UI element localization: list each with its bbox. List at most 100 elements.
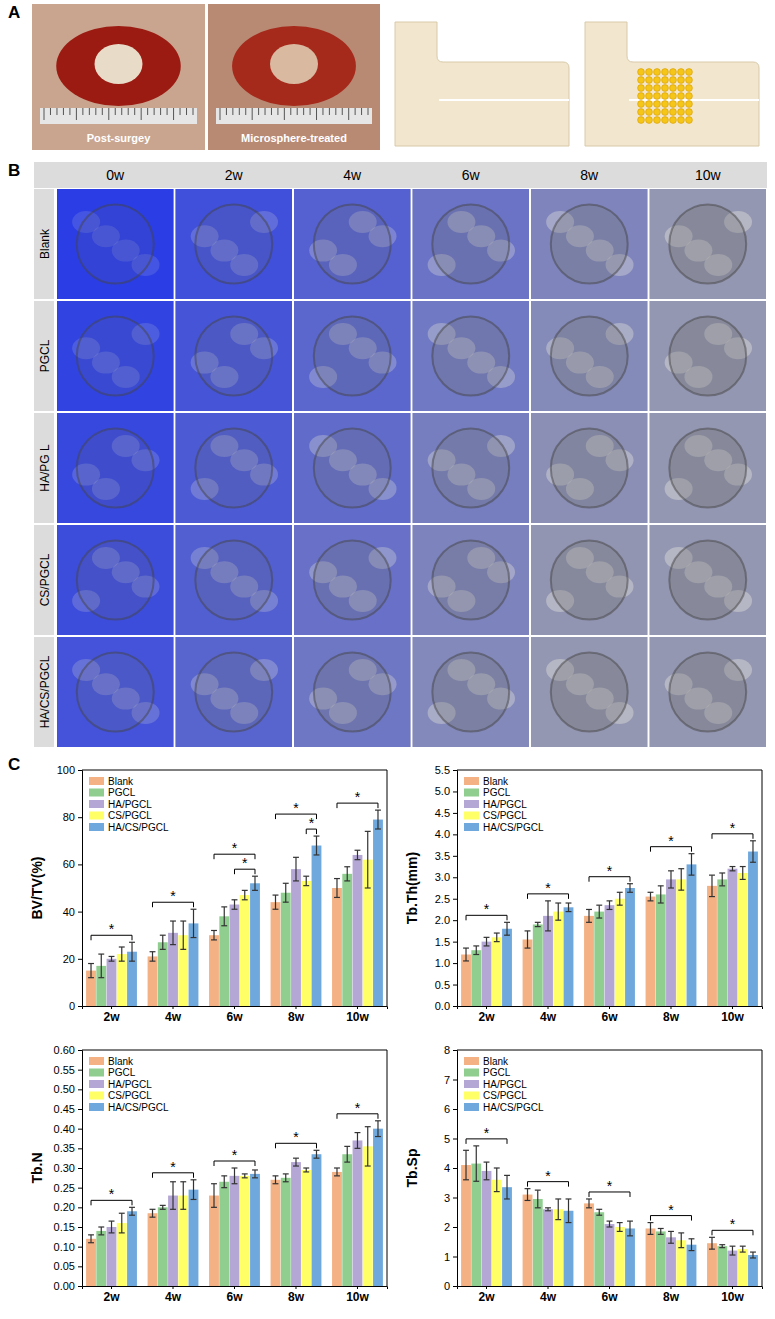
- error-bar-cap: [658, 885, 664, 886]
- error-bar-cap: [211, 1207, 217, 1208]
- x-tick: 8w: [663, 1006, 680, 1024]
- y-axis-title: BV/TV(%): [29, 857, 45, 920]
- column-header-band: [34, 162, 767, 188]
- bar: [594, 1212, 604, 1286]
- y-tick-mark: [453, 1080, 457, 1081]
- error-bar-cap: [119, 961, 125, 962]
- error-bar-stem: [224, 907, 225, 926]
- ruler-tick: [361, 108, 362, 115]
- error-bar-cap: [109, 961, 115, 962]
- y-axis-title: Tb.N: [29, 1152, 45, 1183]
- bar: [107, 959, 117, 1006]
- error-bar-stem: [183, 921, 184, 949]
- legend-label: Blank: [108, 776, 134, 787]
- ruler-tick: [186, 108, 187, 115]
- ct-defect: [432, 540, 509, 619]
- y-tick: 0.05: [54, 1260, 82, 1272]
- error-bar-stem: [347, 1146, 348, 1162]
- legend-item: PGCL: [89, 787, 136, 798]
- ruler-tick: [316, 108, 317, 120]
- legend-item: CS/PGCL: [464, 810, 527, 821]
- y-tick: 2.5: [435, 893, 457, 905]
- ruler-tick: [226, 108, 227, 115]
- error-bar-cap: [303, 876, 309, 877]
- ruler-tick: [50, 108, 51, 115]
- bar: [492, 937, 502, 1006]
- error-bar-stem: [496, 933, 497, 942]
- error-bar-cap: [314, 854, 320, 855]
- error-bar-stem: [295, 857, 296, 881]
- y-tick: 1: [444, 1251, 457, 1263]
- row-header-band: [34, 189, 54, 299]
- ct-blue-region: [650, 413, 767, 523]
- legend-item: Blank: [464, 776, 509, 787]
- microsphere: [678, 93, 685, 100]
- ct-background: [413, 413, 530, 523]
- error-bar-stem: [486, 937, 487, 946]
- y-tick-label: 4: [444, 1162, 450, 1174]
- error-bar-stem: [558, 1199, 559, 1220]
- significance-label: *: [607, 1178, 613, 1194]
- error-bar-cap: [355, 1148, 361, 1149]
- legend-label: HA/PGCL: [108, 1079, 152, 1090]
- error-bar: [170, 1182, 176, 1210]
- error-bar-stem: [568, 1199, 569, 1223]
- y-tick: 0.60: [54, 1044, 82, 1056]
- legend-item: HA/PGCL: [89, 1079, 152, 1090]
- frame-right: [762, 1050, 763, 1286]
- error-bar-stem: [224, 1176, 225, 1188]
- error-bar-stem: [183, 1182, 184, 1210]
- bar: [301, 1170, 311, 1286]
- microsphere: [638, 77, 645, 84]
- y-tick-label: 100: [57, 764, 75, 776]
- ct-background: [176, 301, 293, 411]
- legend-swatch: [89, 789, 104, 797]
- error-bar: [473, 946, 479, 955]
- bar: [533, 924, 543, 1006]
- error-bar-cap: [221, 925, 227, 926]
- row-header: HA/CS/PGCL: [38, 655, 52, 728]
- error-bar-cap: [607, 909, 613, 910]
- error-bar: [463, 1150, 469, 1180]
- bone-schematic: [395, 22, 569, 146]
- error-bar-stem: [111, 1221, 112, 1233]
- error-bar-stem: [599, 905, 600, 918]
- photo-defect: [270, 44, 318, 84]
- legend-swatch: [89, 1057, 104, 1065]
- bar: [728, 1251, 738, 1286]
- ruler-tick: [232, 108, 233, 115]
- error-bar-stem: [193, 909, 194, 937]
- ruler-tick: [95, 108, 96, 115]
- x-tick: 4w: [165, 1286, 182, 1304]
- microsphere: [686, 77, 693, 84]
- error-bar-cap: [119, 1232, 125, 1233]
- error-bar: [129, 1207, 135, 1215]
- panel-letter: C: [8, 755, 20, 774]
- error-bar: [242, 1174, 248, 1178]
- error-bar-cap: [355, 850, 361, 851]
- significance-label: *: [109, 921, 115, 937]
- legend-item: CS/PGCL: [464, 1090, 527, 1101]
- y-tick-mark: [453, 1286, 457, 1287]
- error-bar-stem: [162, 935, 163, 949]
- error-bar-cap: [160, 949, 166, 950]
- error-bar-stem: [650, 1223, 651, 1235]
- bar: [492, 1180, 502, 1286]
- error-bar-stem: [588, 909, 589, 922]
- ruler-tick: [102, 108, 103, 115]
- error-bar-cap: [750, 862, 756, 863]
- ruler-tick: [277, 108, 278, 115]
- ct-defect: [195, 540, 272, 619]
- error-bar-cap: [504, 935, 510, 936]
- ct-image: [294, 637, 411, 747]
- microsphere: [670, 109, 677, 116]
- ct-background: [294, 189, 411, 299]
- error-bar-stem: [90, 964, 91, 978]
- y-tick: 7: [444, 1074, 457, 1086]
- error-bar-stem: [316, 836, 317, 855]
- error-bar: [627, 884, 633, 893]
- error-bar-cap: [494, 932, 500, 933]
- ct-background: [176, 637, 293, 747]
- error-bar-cap: [191, 937, 197, 938]
- x-tick-label: 8w: [663, 1290, 680, 1304]
